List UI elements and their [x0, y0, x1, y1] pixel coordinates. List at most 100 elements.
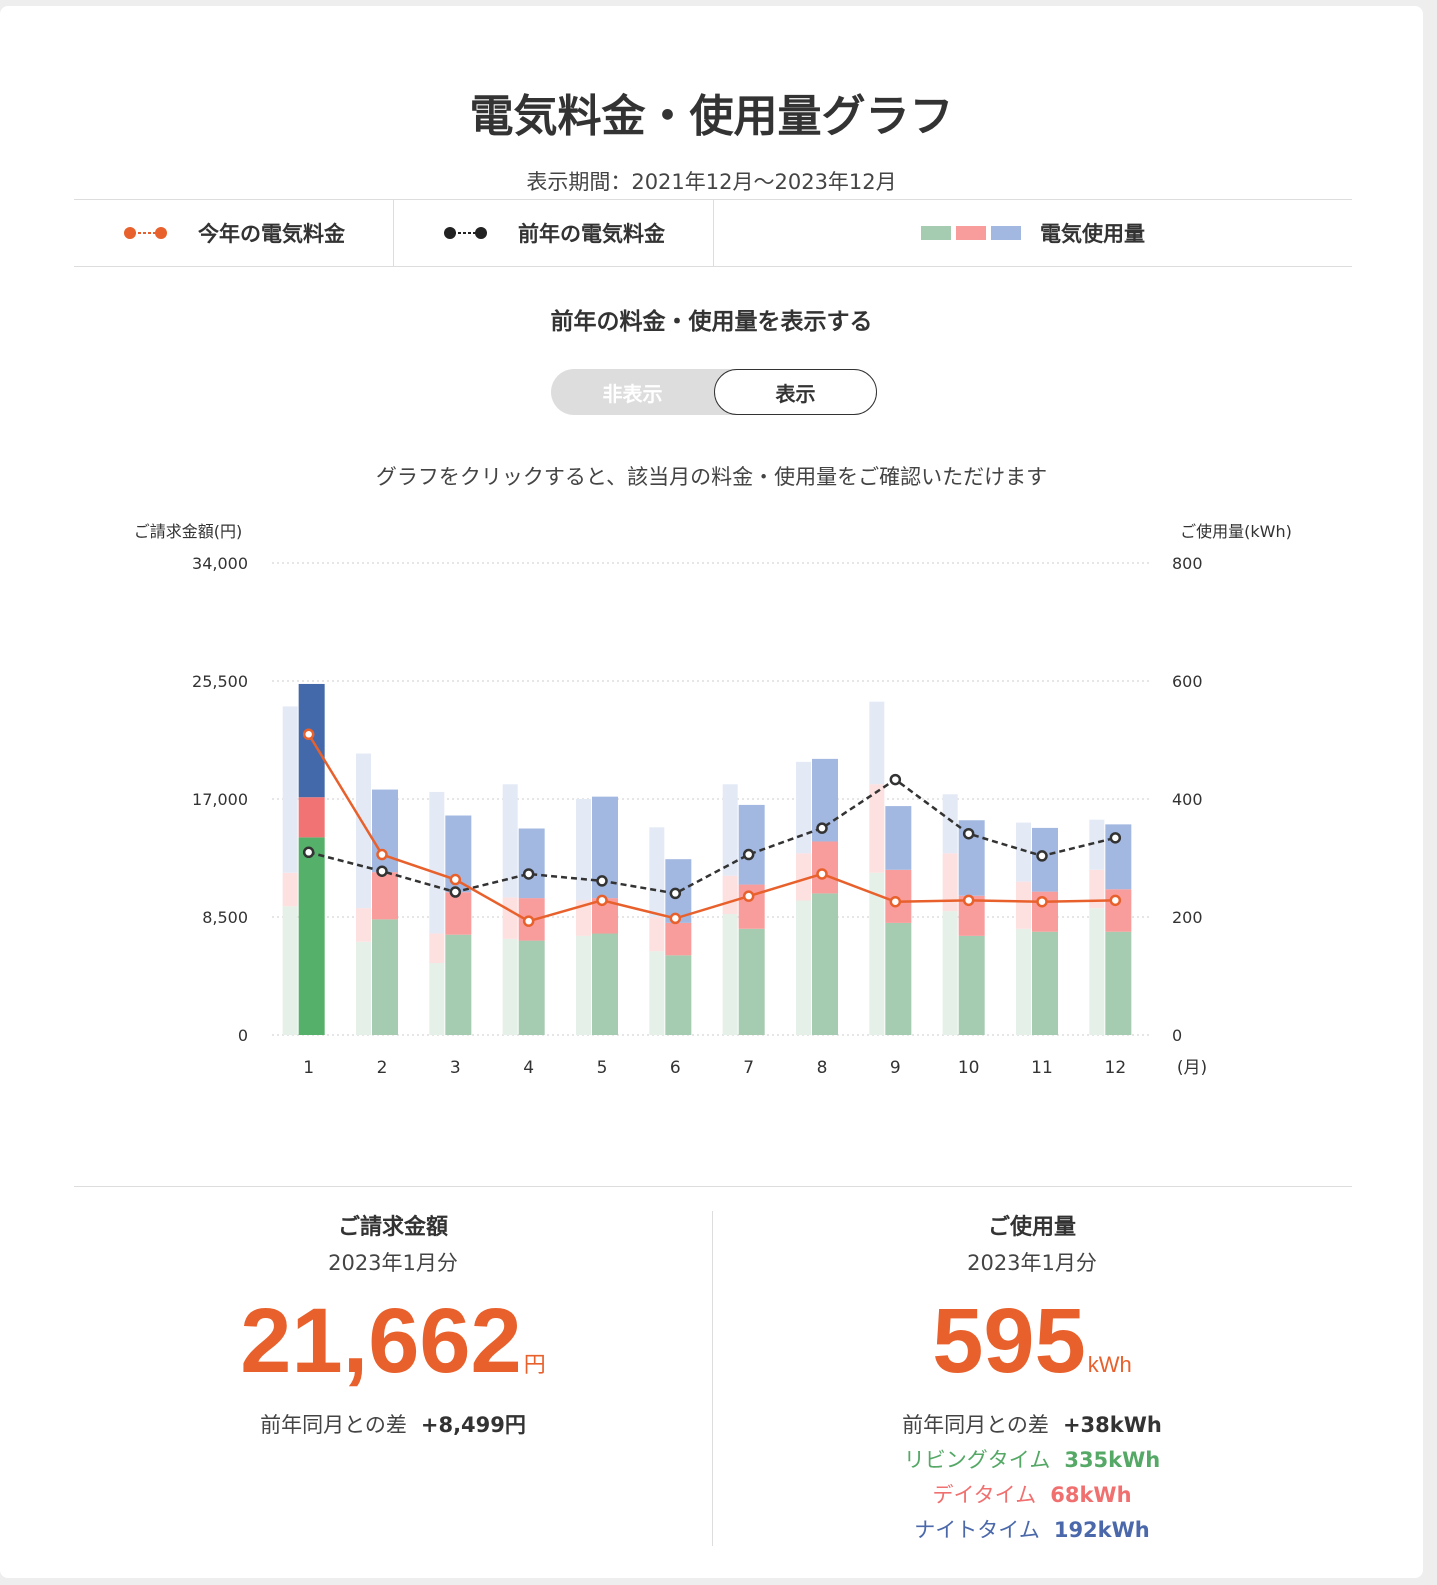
last-year-usage-bar: [649, 951, 665, 1035]
last-year-cost-point: [522, 868, 535, 880]
this-year-usage-bar: [738, 804, 765, 885]
usage-title: ご使用量: [987, 1215, 1076, 1240]
last-year-usage-bar: [429, 933, 445, 964]
right-axis-title: ご使用量(kWh): [1180, 522, 1292, 541]
toggle-show-option[interactable]: 表示: [714, 369, 877, 415]
toggle-hide-option[interactable]: 非表示: [602, 381, 663, 406]
this-year-cost-point: [816, 868, 828, 880]
last-year-usage-bar: [356, 753, 371, 909]
last-year-usage-bar: [429, 963, 445, 1035]
legend: 今年の電気料金 前年の電気料金 電気使用量: [74, 199, 1352, 267]
x-tick-label: 5: [597, 1058, 608, 1078]
billing-diff-label: 前年同月との差: [260, 1413, 407, 1437]
this-year-usage-bar: [885, 806, 912, 870]
last-year-usage-bar: [722, 875, 738, 915]
last-year-usage-bar: [942, 911, 958, 1035]
orange-line-marker-icon: [124, 227, 167, 239]
section-divider: [74, 1186, 1352, 1187]
this-year-cost-point: [669, 912, 682, 925]
usage-color-swatches: [921, 226, 1026, 240]
last-year-cost-point: [962, 827, 975, 840]
legend-this-year-label: 今年の電気料金: [198, 222, 345, 246]
legend-last-year-label: 前年の電気料金: [518, 222, 665, 246]
day-swatch: [956, 226, 986, 240]
night-breakdown: ナイトタイム 192kWh: [713, 1513, 1351, 1548]
last-year-usage-bar: [649, 917, 665, 952]
last-year-usage-bar: [282, 706, 298, 873]
living-value: 335kWh: [1064, 1448, 1161, 1472]
this-year-usage-bar: [372, 872, 398, 920]
last-year-usage-bar: [429, 791, 445, 934]
y-left-tick-label: 8,500: [202, 908, 248, 927]
chart-hint: グラフをクリックすると、該当月の料金・使用量をご確認いただけます: [375, 465, 1048, 489]
last-year-usage-bar: [282, 906, 298, 1035]
x-tick-label: 10: [958, 1058, 980, 1078]
usage-period: 2023年1月分: [967, 1251, 1097, 1275]
y-right-tick-label: 600: [1172, 672, 1203, 691]
last-year-usage-bar: [576, 799, 591, 901]
this-year-usage-bar: [445, 892, 472, 935]
this-year-usage-bar: [592, 933, 618, 1035]
day-label: デイタイム: [932, 1483, 1037, 1507]
x-tick-label: 12: [1105, 1058, 1127, 1078]
last-year-usage-bar: [649, 827, 665, 917]
display-period: 表示期間：2021年12月～2023年12月: [526, 170, 897, 194]
last-year-usage-bar: [502, 897, 518, 939]
this-year-usage-bar: [958, 935, 985, 1035]
this-year-cost-point: [1109, 894, 1122, 907]
x-tick-label: 9: [890, 1058, 901, 1078]
last-year-usage-bar: [502, 938, 518, 1035]
usage-diff-label: 前年同月との差: [902, 1413, 1049, 1437]
last-year-usage-bar: [869, 872, 885, 1035]
day-value: 68kWh: [1050, 1483, 1132, 1507]
this-year-cost-point: [1036, 895, 1048, 908]
this-year-usage-bar: [1105, 931, 1132, 1035]
last-year-cost-point: [449, 886, 462, 898]
last-year-usage-bar: [1016, 881, 1031, 929]
this-year-cost-point: [889, 895, 902, 908]
this-year-usage-bar: [812, 841, 838, 894]
last-year-usage-bar: [796, 853, 811, 901]
last-year-usage-bar: [356, 941, 371, 1035]
night-swatch: [991, 226, 1021, 240]
last-year-cost-point: [302, 846, 315, 859]
last-year-usage-bar: [282, 872, 298, 907]
last-year-cost-point: [1036, 850, 1048, 862]
last-year-usage-bar: [1089, 819, 1105, 870]
this-year-cost-point: [596, 894, 608, 907]
legend-last-year: 前年の電気料金: [394, 200, 714, 266]
last-year-usage-bar: [942, 853, 958, 912]
last-year-usage-bar: [796, 900, 811, 1035]
last-year-usage-bar: [356, 908, 371, 942]
legend-usage: 電気使用量: [714, 200, 1352, 266]
usage-amount: 595: [932, 1290, 1086, 1392]
billing-period: 2023年1月分: [328, 1251, 458, 1275]
y-left-tick-label: 25,500: [192, 672, 248, 691]
x-tick-label: 6: [670, 1058, 681, 1078]
last-year-toggle[interactable]: 非表示 表示: [551, 369, 877, 415]
night-value: 192kWh: [1053, 1518, 1150, 1542]
last-year-usage-bar: [1016, 822, 1031, 882]
last-year-usage-bar: [502, 784, 518, 898]
last-year-cost-point: [816, 822, 828, 834]
this-year-usage-bar: [812, 893, 838, 1035]
this-year-cost-point: [742, 890, 755, 902]
legend-usage-label: 電気使用量: [1040, 222, 1145, 246]
usage-summary: ご使用量 2023年1月分 595kWh 前年同月との差 +38kWh リビングタ…: [713, 1211, 1351, 1548]
last-year-usage-bar: [942, 794, 958, 854]
this-year-usage-bar: [738, 928, 765, 1035]
last-year-usage-bar: [576, 900, 591, 936]
last-year-usage-bar: [722, 914, 738, 1035]
this-year-usage-bar: [665, 922, 692, 956]
this-year-usage-bar: [1032, 931, 1058, 1035]
y-left-tick-label: 0: [238, 1026, 248, 1045]
last-year-cost-point: [889, 773, 902, 786]
y-right-tick-label: 400: [1172, 790, 1203, 809]
last-year-cost-point: [742, 848, 755, 861]
last-year-usage-bar: [796, 761, 811, 854]
this-year-usage-bar: [518, 828, 545, 899]
show-last-year-label: 前年の料金・使用量を表示する: [550, 309, 873, 335]
this-year-usage-bar: [298, 837, 325, 1035]
usage-cost-chart[interactable]: ご請求金額(円) ご使用量(kWh) (月) 0 0 8,500 200 17,000 4…: [0, 506, 1423, 1096]
last-year-usage-bar: [576, 935, 591, 1035]
